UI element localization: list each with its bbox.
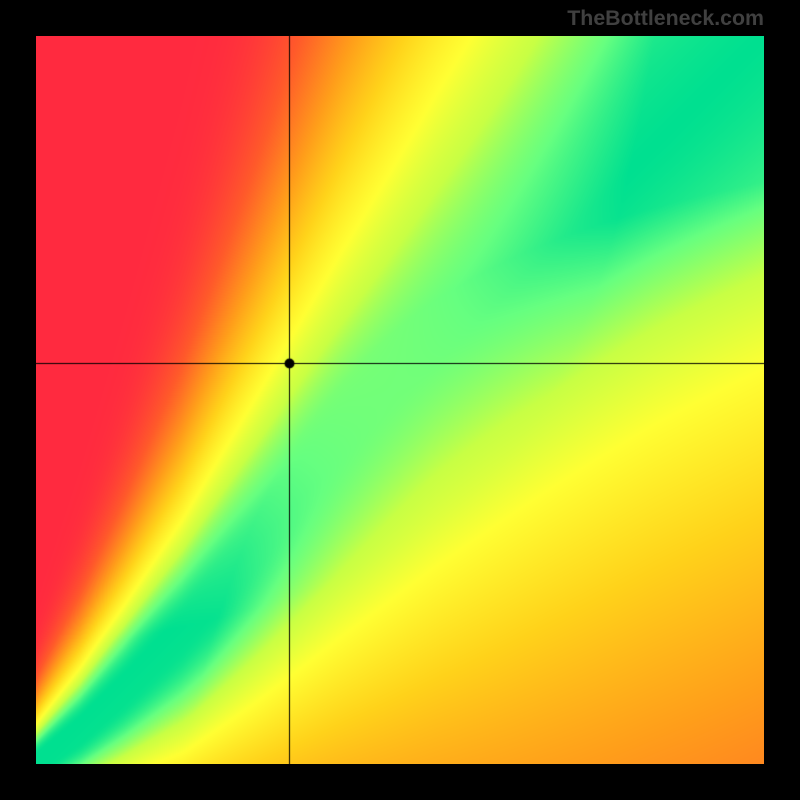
chart-container: TheBottleneck.com (0, 0, 800, 800)
watermark-text: TheBottleneck.com (567, 6, 764, 31)
bottleneck-heatmap (36, 36, 764, 764)
